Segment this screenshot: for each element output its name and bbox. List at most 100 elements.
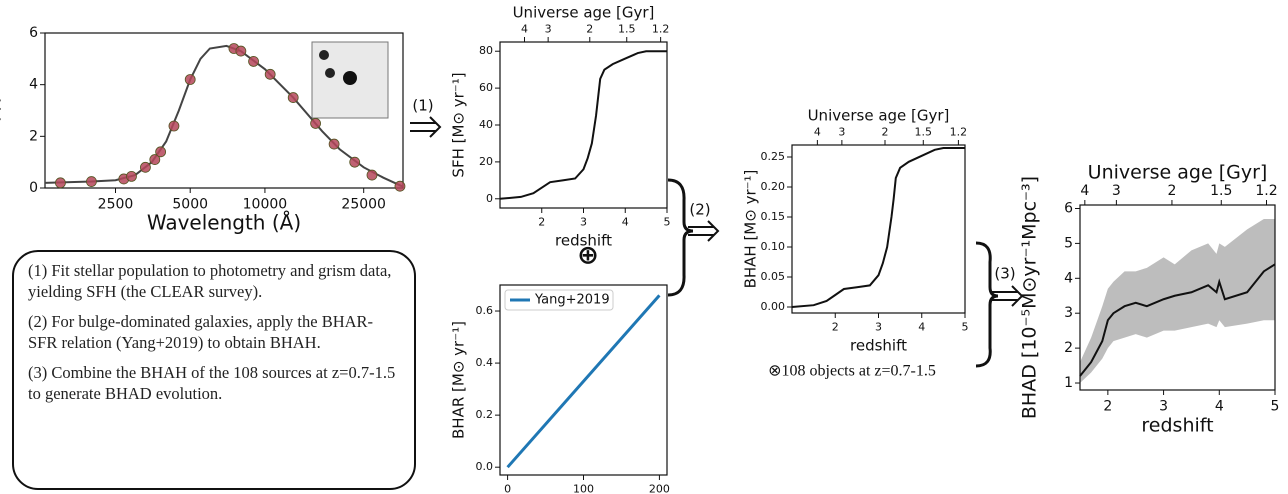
legend-label: Yang+2019	[534, 293, 610, 308]
step-box: (1) Fit stellar population to photometry…	[12, 250, 416, 490]
y-tick-label: 0.10	[761, 240, 786, 253]
y-axis-label: Fλ	[0, 99, 6, 123]
x2-tick-label: 2	[881, 126, 888, 139]
x2-tick-label: 2	[586, 23, 593, 36]
x2-tick-label: 1.5	[915, 126, 933, 139]
x-tick-label: 200	[649, 483, 670, 494]
step: (1) Fit stellar population to photometry…	[28, 260, 400, 302]
y-tick-label: 80	[479, 44, 493, 57]
x2-axis-label: Universe age [Gyr]	[808, 107, 950, 125]
photometry-point	[367, 170, 377, 180]
x2-tick-label: 3	[1112, 183, 1121, 199]
y-tick-label: 40	[479, 118, 493, 131]
x-axis-label: redshift	[850, 337, 907, 355]
photometry-point	[126, 171, 136, 181]
y-tick-label: 0.05	[761, 270, 786, 283]
y-tick-label: 6	[1064, 200, 1073, 216]
x-tick-label: 5	[962, 321, 969, 334]
y-tick-label: 0.2	[476, 408, 494, 421]
y-tick-label: 0.25	[761, 150, 786, 163]
y-tick-label: 2	[1064, 340, 1073, 356]
photometry-point	[169, 121, 179, 131]
y-tick-label: 3	[1064, 305, 1073, 321]
y-tick-label: 0.15	[761, 210, 786, 223]
y-tick-label: 0.00	[761, 300, 786, 313]
photometry-point	[329, 139, 339, 149]
x-axis-label: redshift	[1141, 415, 1213, 437]
arrow-1	[410, 117, 440, 137]
x-axis-label: Wavelength (Å)	[147, 211, 301, 235]
step: (3) Combine the BHAH of the 108 sources …	[28, 362, 400, 404]
x-tick-label: 2500	[98, 196, 134, 212]
y-tick-label: 60	[479, 81, 493, 94]
photometry-point	[265, 69, 275, 79]
photometry-point	[395, 181, 405, 191]
x2-tick-label: 1.2	[1255, 183, 1277, 199]
x-tick-label: 4	[918, 321, 925, 334]
photometry-point	[249, 56, 259, 66]
photometry-point	[156, 147, 166, 157]
y-tick-label: 4	[1064, 270, 1073, 286]
arrow-label: (2)	[689, 201, 710, 219]
y-axis-label: BHAD [10⁻⁵M⊙yr⁻¹Mpc⁻³]	[1019, 176, 1041, 419]
x2-tick-label: 3	[545, 23, 552, 36]
x-tick-label: 25000	[341, 196, 386, 212]
photometry-point	[236, 46, 246, 56]
galaxy-blob	[319, 50, 329, 60]
axes-frame	[792, 145, 965, 313]
x-tick-label: 3	[875, 321, 882, 334]
y-tick-label: 0	[29, 180, 38, 196]
x-tick-label: 5	[1271, 398, 1280, 414]
y-tick-label: 0.6	[476, 304, 494, 317]
arrow-label: (3)	[994, 265, 1015, 283]
y-tick-label: 0	[486, 192, 493, 205]
x-tick-label: 0	[504, 483, 511, 494]
x2-tick-label: 1.5	[1210, 183, 1232, 199]
photometry-point	[288, 93, 298, 103]
photometry-point	[311, 118, 321, 128]
arrows	[410, 117, 1022, 366]
x2-tick-label: 2	[1167, 183, 1176, 199]
step: (2) For bulge-dominated galaxies, apply …	[28, 311, 400, 353]
x-tick-label: 4	[1215, 398, 1224, 414]
x2-axis-label: Universe age [Gyr]	[1088, 162, 1268, 184]
uncertainty-band	[1080, 219, 1275, 383]
x2-axis-label: Universe age [Gyr]	[513, 4, 655, 22]
x-tick-label: 3	[1159, 398, 1168, 414]
y-tick-label: 0.4	[476, 356, 494, 369]
photometry-point	[185, 75, 195, 85]
x2-tick-label: 3	[838, 126, 845, 139]
y-tick-label: 0.0	[476, 460, 494, 473]
x-tick-label: 3	[580, 216, 587, 229]
y-tick-label: 4	[29, 77, 38, 93]
x2-tick-label: 1.5	[618, 23, 636, 36]
y-axis-label: BHAH [M⊙ yr⁻¹]	[742, 170, 760, 289]
y-tick-label: 1	[1064, 375, 1073, 391]
photometry-point	[140, 162, 150, 172]
line	[500, 51, 667, 199]
photometry-point	[55, 178, 65, 188]
galaxy-blob	[325, 68, 335, 78]
x-tick-label: 2	[1103, 398, 1112, 414]
x2-tick-label: 4	[521, 23, 528, 36]
photometry-point	[86, 177, 96, 187]
brace-3	[976, 243, 998, 366]
line	[508, 295, 660, 467]
x2-tick-label: 1.2	[652, 23, 670, 36]
x-tick-label: 2	[832, 321, 839, 334]
x-tick-label: 2	[538, 216, 545, 229]
x2-tick-label: 4	[814, 126, 821, 139]
galaxy-blob	[343, 71, 357, 85]
y-tick-label: 2	[29, 128, 38, 144]
arrow-label: (1)	[412, 97, 433, 115]
y-tick-label: 20	[479, 155, 493, 168]
brace-2	[668, 180, 693, 295]
page: {"chart_data": [ {"type": "line", "xlabe…	[0, 0, 1288, 494]
x2-tick-label: 4	[1080, 183, 1089, 199]
y-tick-label: 5	[1064, 235, 1073, 251]
photometry-point	[350, 157, 360, 167]
y-axis-label: SFH [M⊙ yr⁻¹]	[450, 72, 468, 177]
y-axis-label: BHAR [M⊙ yr⁻¹]	[450, 321, 468, 439]
line	[792, 148, 965, 307]
note: ⊗108 objects at z=0.7-1.5	[768, 363, 936, 380]
